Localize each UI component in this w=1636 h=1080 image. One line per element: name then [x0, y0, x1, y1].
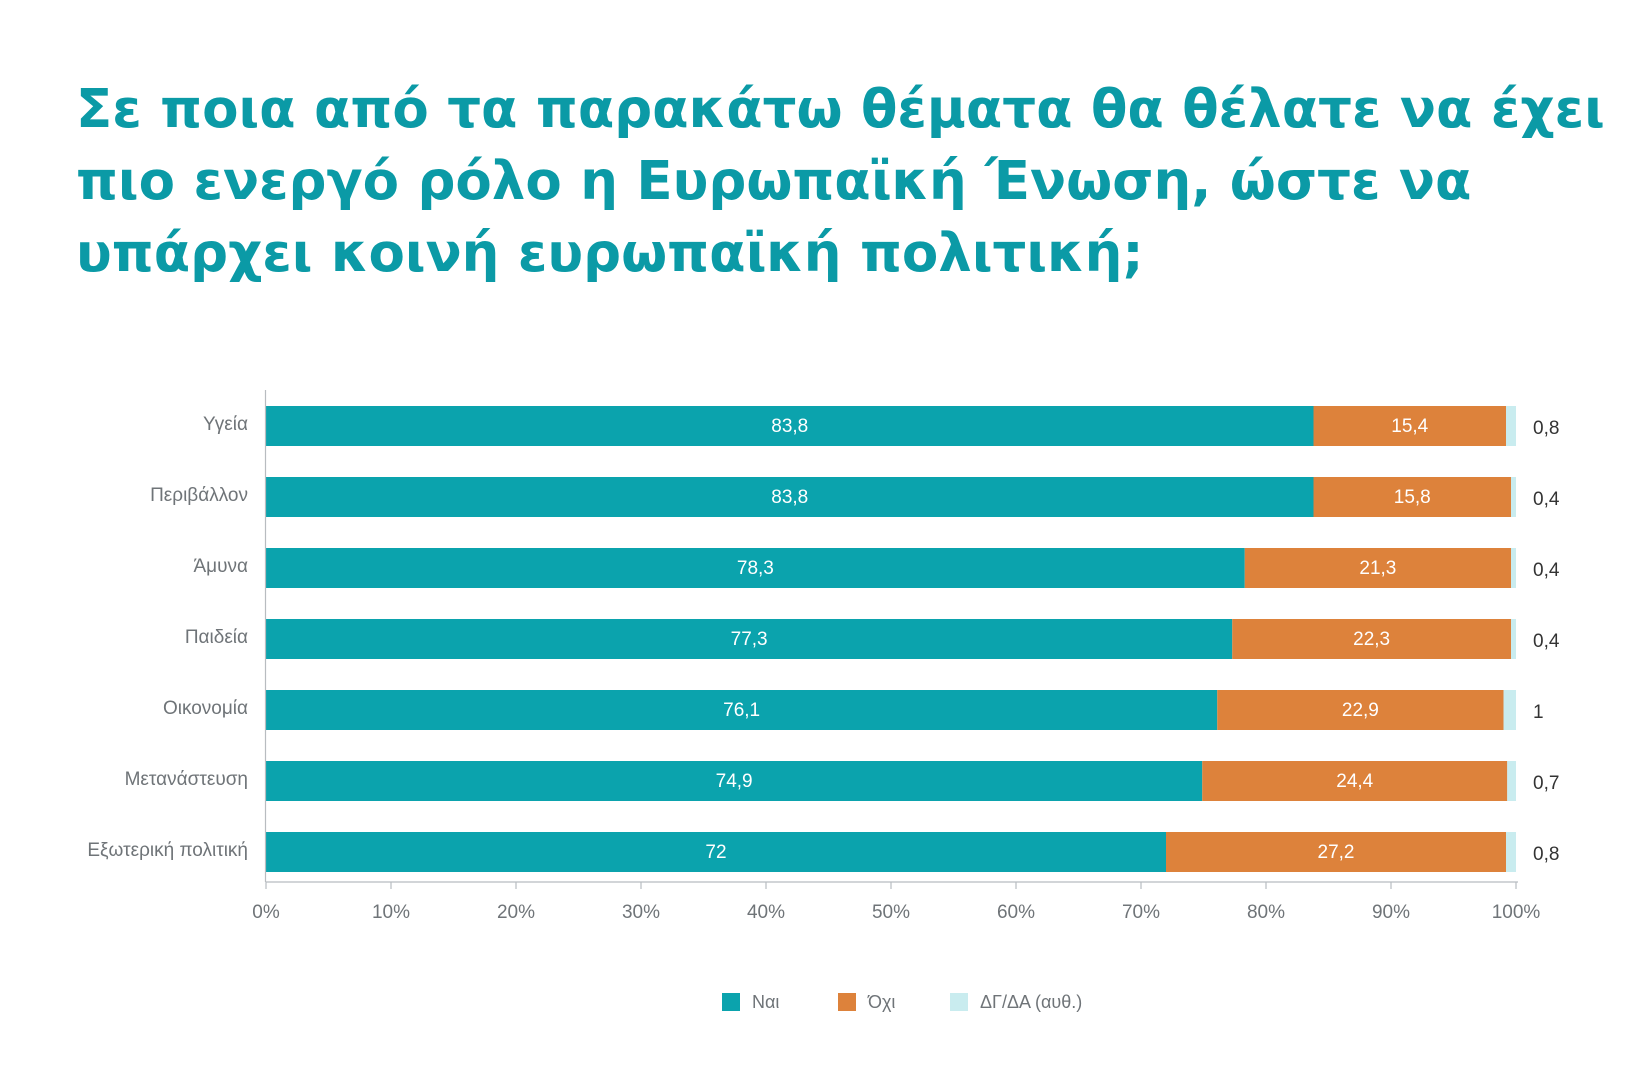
category-label: Περιβάλλον: [150, 485, 248, 506]
x-tick-label: 100%: [1492, 902, 1541, 923]
bar-segment: [1232, 619, 1511, 659]
bar-segment: [1244, 548, 1511, 588]
data-label: 24,4: [1336, 771, 1373, 792]
title-line-2: πιο ενεργό ρόλο η Ευρωπαϊκή Ένωση, ώστε …: [76, 151, 1472, 212]
data-label: 72: [705, 842, 726, 863]
x-tick-label: 80%: [1247, 902, 1285, 923]
bar-segment: [1511, 548, 1516, 588]
data-label: 22,9: [1342, 700, 1379, 721]
legend-label: Όχι: [867, 992, 895, 1012]
legend-swatch: [950, 993, 968, 1011]
bar-segment: [1507, 761, 1516, 801]
legend-item: Ναι: [722, 992, 779, 1012]
data-label: 0,4: [1533, 560, 1560, 581]
data-label: 83,8: [771, 416, 808, 437]
x-tick-label: 50%: [872, 902, 910, 923]
x-tick-label: 60%: [997, 902, 1035, 923]
data-label: 21,3: [1359, 558, 1396, 579]
bar-segment: [266, 690, 1218, 730]
bar-segment: [266, 832, 1166, 872]
category-label: Άμυνα: [193, 556, 248, 577]
bars-layer: 83,8 15,4 0,8 83,8 15,8 0,4 78,3 21,3 0,4 77,3 22,…: [266, 406, 1560, 872]
title-line-3: υπάρχει κοινή ευρωπαϊκή πολιτική;: [76, 223, 1144, 284]
data-label: 0,8: [1533, 418, 1559, 439]
data-label: 15,4: [1391, 416, 1428, 437]
category-label: Οικονομία: [163, 698, 248, 719]
bar-segment: [1503, 690, 1516, 730]
data-label: 1: [1533, 702, 1544, 723]
category-label: Εξωτερική πολιτική: [87, 840, 248, 861]
bar-segment: [266, 619, 1233, 659]
category-label: Παιδεία: [185, 627, 248, 648]
legend-item: Όχι: [838, 992, 895, 1012]
data-label: 76,1: [723, 700, 760, 721]
bar-segment: [1506, 406, 1516, 446]
data-label: 27,2: [1318, 842, 1355, 863]
x-tick-label: 30%: [622, 902, 660, 923]
chart-title: Σε ποια από τα παρακάτω θέματα θα θέλατε…: [76, 74, 1605, 290]
bar-segment: [1217, 690, 1504, 730]
legend-label: Ναι: [752, 992, 779, 1012]
category-label: Μετανάστευση: [125, 769, 248, 790]
legend-item: ΔΓ/ΔΑ (αυθ.): [950, 992, 1082, 1012]
data-label: 0,8: [1533, 844, 1559, 865]
x-tick-label: 70%: [1122, 902, 1160, 923]
data-label: 0,4: [1533, 489, 1560, 510]
bar-segment: [1511, 619, 1516, 659]
legend: Ναι Όχι ΔΓ/ΔΑ (αυθ.): [722, 992, 1082, 1012]
bar-segment: [266, 548, 1245, 588]
bar-segment: [1313, 406, 1506, 446]
data-label: 0,7: [1533, 773, 1559, 794]
x-tick-label: 0%: [252, 902, 280, 923]
legend-swatch: [722, 993, 740, 1011]
legend-label: ΔΓ/ΔΑ (αυθ.): [980, 992, 1082, 1012]
bar-segment: [266, 406, 1314, 446]
data-label: 15,8: [1394, 487, 1431, 508]
bar-segment: [1511, 477, 1516, 517]
x-tick-label: 20%: [497, 902, 535, 923]
x-tick-label: 40%: [747, 902, 785, 923]
bar-segment: [1166, 832, 1506, 872]
bar-segment: [266, 477, 1314, 517]
axes-layer: Υγεία Περιβάλλον Άμυνα Παιδεία Οικονομία Μετα…: [87, 390, 1540, 923]
x-tick-label: 10%: [372, 902, 410, 923]
category-label: Υγεία: [203, 414, 248, 435]
data-label: 22,3: [1353, 629, 1390, 650]
title-line-1: Σε ποια από τα παρακάτω θέματα θα θέλατε…: [76, 79, 1605, 140]
bar-segment: [1506, 832, 1516, 872]
data-label: 0,4: [1533, 631, 1560, 652]
bar-segment: [266, 761, 1203, 801]
bar-segment: [1313, 477, 1511, 517]
data-label: 78,3: [737, 558, 774, 579]
bar-segment: [1202, 761, 1508, 801]
legend-swatch: [838, 993, 856, 1011]
x-tick-label: 90%: [1372, 902, 1410, 923]
data-label: 74,9: [716, 771, 753, 792]
data-label: 83,8: [771, 487, 808, 508]
data-label: 77,3: [731, 629, 768, 650]
